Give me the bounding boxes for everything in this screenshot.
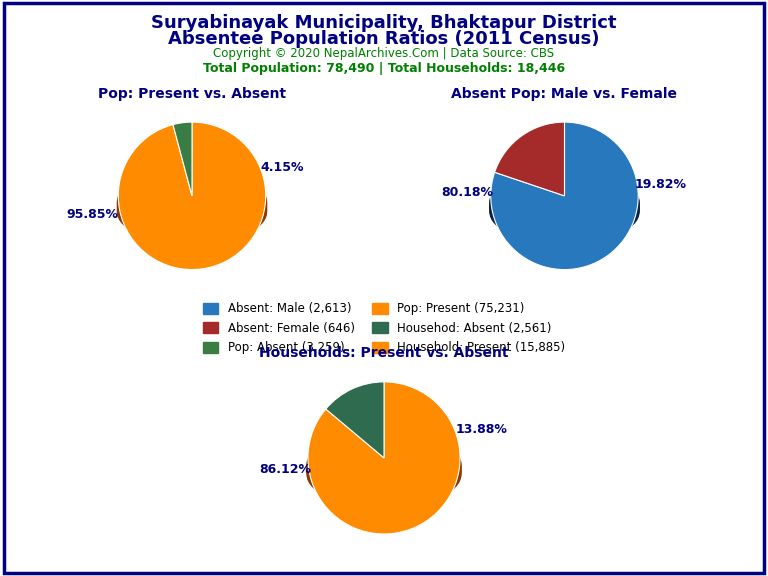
Text: Absentee Population Ratios (2011 Census): Absentee Population Ratios (2011 Census) — [168, 30, 600, 48]
Legend: Absent: Male (2,613), Absent: Female (646), Pop: Absent (3,259), Pop: Present (7: Absent: Male (2,613), Absent: Female (64… — [203, 302, 565, 354]
Ellipse shape — [307, 438, 461, 502]
Ellipse shape — [490, 175, 639, 237]
Ellipse shape — [490, 172, 639, 234]
Text: Total Population: 78,490 | Total Households: 18,446: Total Population: 78,490 | Total Househo… — [203, 62, 565, 75]
Ellipse shape — [490, 181, 639, 244]
Ellipse shape — [490, 173, 639, 236]
Ellipse shape — [490, 179, 639, 242]
Ellipse shape — [307, 435, 461, 499]
Text: Suryabinayak Municipality, Bhaktapur District: Suryabinayak Municipality, Bhaktapur Dis… — [151, 14, 617, 32]
Text: 86.12%: 86.12% — [259, 463, 311, 476]
Ellipse shape — [307, 442, 461, 507]
Text: 4.15%: 4.15% — [260, 161, 303, 175]
Text: 80.18%: 80.18% — [441, 185, 493, 199]
Ellipse shape — [307, 439, 461, 504]
Ellipse shape — [118, 173, 266, 236]
Ellipse shape — [118, 178, 266, 241]
Ellipse shape — [307, 433, 461, 498]
Ellipse shape — [490, 170, 639, 233]
Text: Copyright © 2020 NepalArchives.Com | Data Source: CBS: Copyright © 2020 NepalArchives.Com | Dat… — [214, 47, 554, 60]
Ellipse shape — [307, 441, 461, 506]
Text: 95.85%: 95.85% — [67, 208, 118, 221]
Ellipse shape — [118, 175, 266, 237]
Ellipse shape — [118, 179, 266, 242]
Title: Absent Pop: Male vs. Female: Absent Pop: Male vs. Female — [452, 87, 677, 101]
Wedge shape — [495, 122, 564, 196]
Text: 13.88%: 13.88% — [455, 423, 507, 435]
Ellipse shape — [307, 436, 461, 501]
Ellipse shape — [118, 172, 266, 234]
Wedge shape — [491, 122, 638, 270]
Text: 19.82%: 19.82% — [634, 179, 687, 191]
Title: Pop: Present vs. Absent: Pop: Present vs. Absent — [98, 87, 286, 101]
Wedge shape — [326, 382, 384, 458]
Wedge shape — [118, 122, 266, 270]
Ellipse shape — [118, 181, 266, 244]
Wedge shape — [308, 382, 460, 534]
Title: Households: Present vs. Absent: Households: Present vs. Absent — [260, 346, 508, 361]
Wedge shape — [173, 122, 192, 196]
Ellipse shape — [118, 170, 266, 233]
Ellipse shape — [490, 176, 639, 239]
Ellipse shape — [307, 431, 461, 497]
Ellipse shape — [490, 178, 639, 241]
Ellipse shape — [118, 176, 266, 239]
